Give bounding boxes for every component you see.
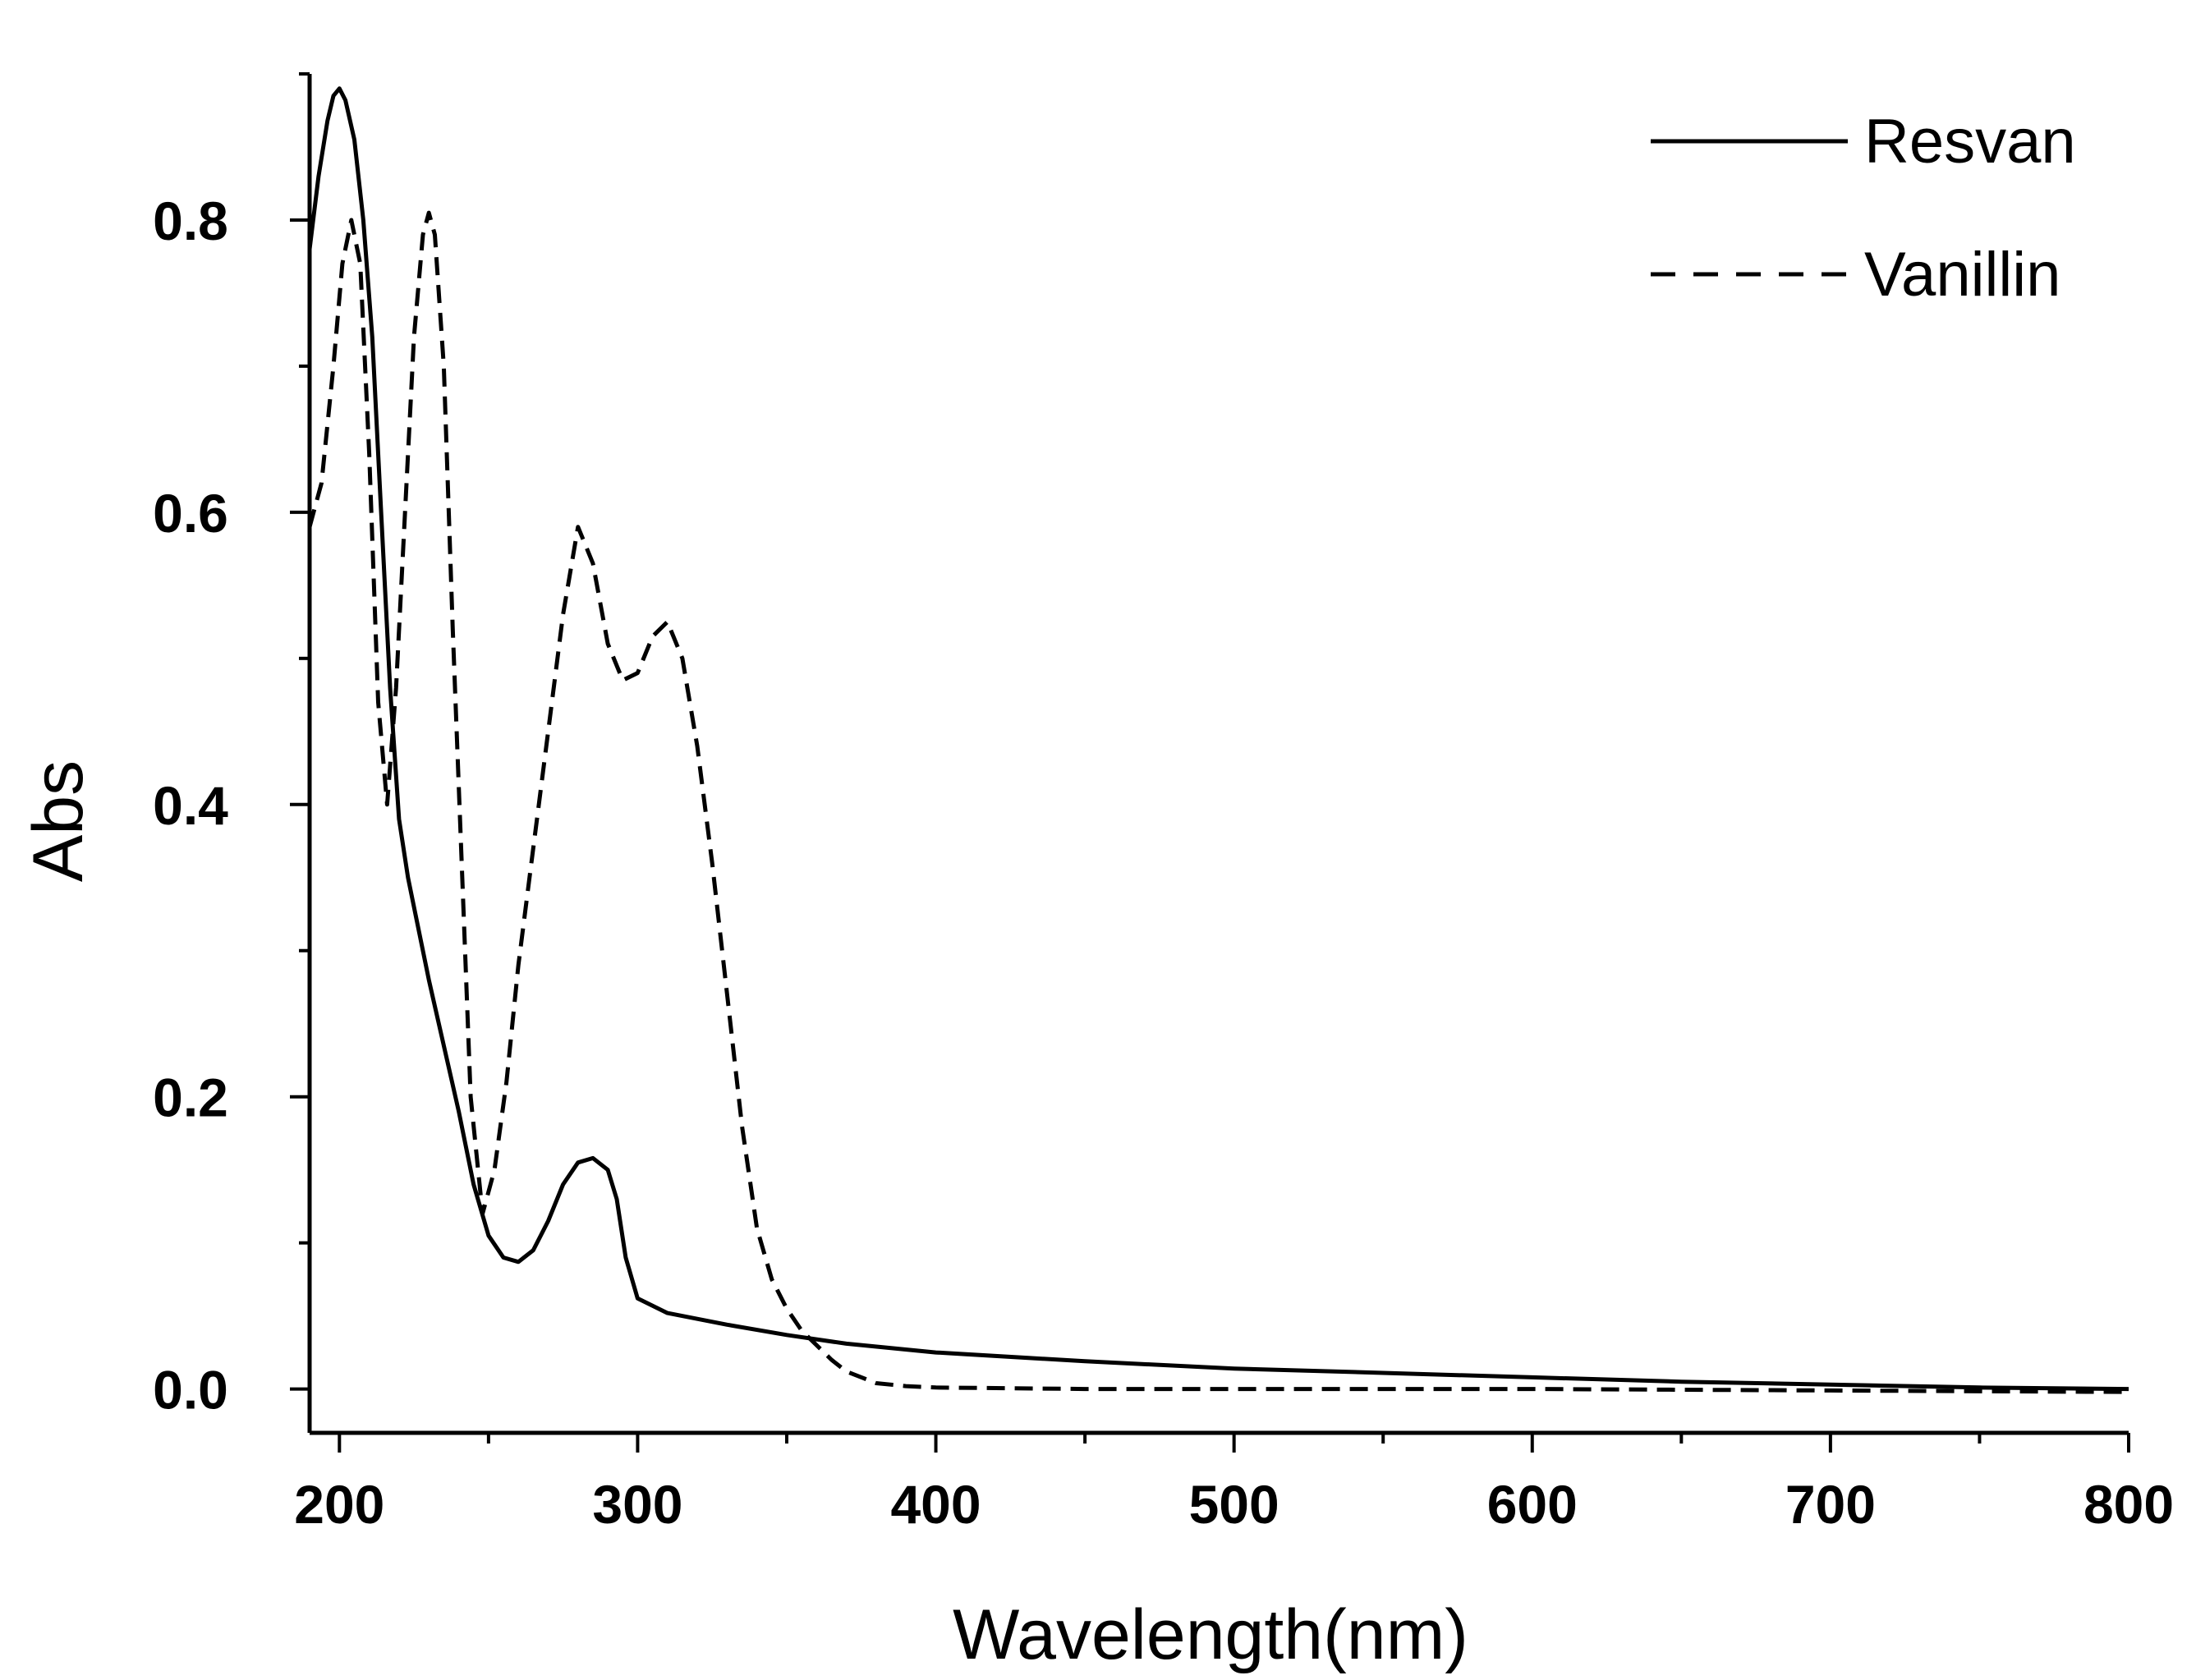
y-tick-label: 0.4 <box>153 775 228 836</box>
x-tick-label: 700 <box>1785 1474 1876 1535</box>
y-tick-labels: 0.0 0.2 0.4 0.6 0.8 <box>153 190 228 1421</box>
x-tick-label: 300 <box>592 1474 682 1535</box>
series-line-resvan <box>307 86 2129 1392</box>
y-tick-label: 0.8 <box>153 190 228 251</box>
y-tick-label: 0.6 <box>153 483 228 544</box>
x-tick-label: 600 <box>1487 1474 1578 1535</box>
tick-marks <box>290 72 2130 1453</box>
series-line-vanillin <box>307 210 2129 1394</box>
axes <box>307 74 2129 1435</box>
y-tick-label: 0.0 <box>153 1360 228 1421</box>
legend-label-vanillin: Vanillin <box>1864 240 2060 310</box>
series-lines <box>307 86 2129 1394</box>
legend-label-resvan: Resvan <box>1864 107 2076 177</box>
y-tick-label: 0.2 <box>153 1067 228 1128</box>
x-tick-label: 200 <box>294 1474 384 1535</box>
y-axis-title: Abs <box>19 760 98 882</box>
x-tick-label: 800 <box>2083 1474 2174 1535</box>
legend: Resvan Vanillin <box>1651 107 2076 310</box>
x-tick-label: 400 <box>890 1474 981 1535</box>
x-tick-labels: 200 300 400 500 600 700 800 <box>294 1474 2174 1535</box>
x-tick-label: 500 <box>1189 1474 1279 1535</box>
x-axis-title: Wavelength(nm) <box>953 1595 1468 1674</box>
